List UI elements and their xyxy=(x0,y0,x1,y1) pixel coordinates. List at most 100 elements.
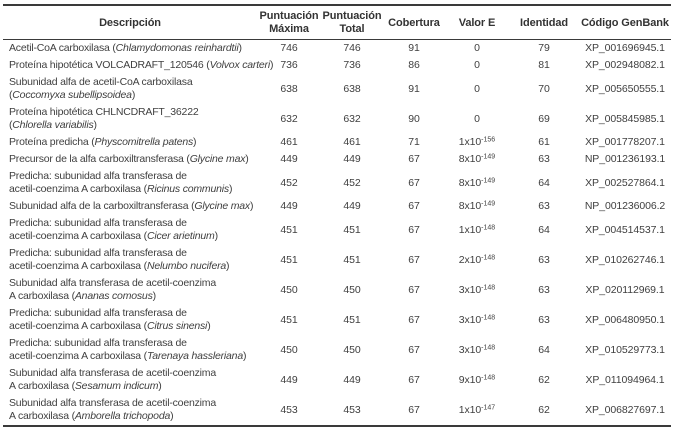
description-cell: Predicha: subunidad alfa transferasa de a… xyxy=(3,215,257,245)
evalue-exponent: -156 xyxy=(481,136,496,144)
table-row: Precursor de la alfa carboxiltransferasa… xyxy=(3,151,671,168)
column-header-puntuacion-total: Puntuación Total xyxy=(321,5,383,40)
table-row: Subunidad alfa transferasa de acetil-coe… xyxy=(3,395,671,426)
max-score-cell: 449 xyxy=(280,200,298,212)
column-header-label: Valor E xyxy=(458,16,496,29)
table-row: Predicha: subunidad alfa transferasa de a… xyxy=(3,305,671,335)
max-score-cell: 449 xyxy=(280,373,298,386)
description-cell: Predicha: subunidad alfa transferasa de a… xyxy=(3,245,257,275)
max-score-cell: 632 xyxy=(280,112,298,125)
description-text: ) xyxy=(193,136,197,148)
column-header-cobertura: Cobertura xyxy=(383,5,445,40)
column-header-descripcion: Descripción xyxy=(3,5,257,40)
column-header-identidad: Identidad xyxy=(509,5,579,40)
identity-cell: 62 xyxy=(538,373,550,386)
description-text: Proteína predicha ( xyxy=(9,136,95,148)
description-text: ) xyxy=(238,42,242,54)
species-name: Cicer arietinum xyxy=(146,230,215,242)
identity-cell: 64 xyxy=(538,176,550,189)
description-text: ) xyxy=(269,59,274,71)
description-text: Acetil-CoA carboxilasa ( xyxy=(9,42,116,54)
description-cell: Subunidad alfa de acetil-CoA carboxilasa… xyxy=(3,74,257,104)
description-text: ) xyxy=(245,153,249,165)
description-text: Predicha: subunidad alfa transferasa de xyxy=(9,170,187,182)
table-row: Subunidad alfa de la carboxiltransferasa… xyxy=(3,198,671,215)
genbank-cell: XP_010529773.1 xyxy=(585,343,665,356)
table-header: Descripción Puntuación Máxima Puntuación Tot… xyxy=(3,5,671,40)
description-text: Subunidad alfa transferasa de acetil-coe… xyxy=(9,367,216,379)
description-text: Precursor de la alfa carboxiltransferasa… xyxy=(9,153,190,165)
column-header-label: Cobertura xyxy=(388,16,440,29)
evalue-cell: 3x10-148 xyxy=(458,313,496,326)
genbank-cell: XP_006827697.1 xyxy=(585,403,665,416)
description-text: Subunidad alfa transferasa de acetil-coe… xyxy=(9,397,216,409)
total-score-cell: 449 xyxy=(343,200,361,212)
description-text: ) xyxy=(170,410,174,422)
evalue-exponent: -148 xyxy=(481,344,496,351)
coverage-cell: 91 xyxy=(408,42,420,54)
evalue-exponent: -148 xyxy=(481,254,496,261)
coverage-cell: 67 xyxy=(408,223,420,236)
species-name: Sesamum indicum xyxy=(74,380,159,392)
description-text: ) xyxy=(249,200,254,212)
description-text: Subunidad alfa de acetil-CoA carboxilasa xyxy=(9,76,193,88)
description-text: acetil-coenzima A carboxilasa ( xyxy=(9,320,147,332)
evalue-cell: 0 xyxy=(474,59,480,71)
coverage-cell: 86 xyxy=(408,59,420,71)
evalue-exponent: -149 xyxy=(481,200,496,208)
description-text: ) xyxy=(131,89,136,101)
identity-cell: 69 xyxy=(538,112,550,125)
description-text: acetil-coenzima A carboxilasa ( xyxy=(9,230,147,242)
table-row: Acetil-CoA carboxilasa (Chlamydomonas re… xyxy=(3,40,671,58)
description-text: ) xyxy=(158,380,162,392)
description-cell: Predicha: subunidad alfa transferasa de a… xyxy=(3,335,257,365)
total-score-cell: 450 xyxy=(343,283,361,296)
total-score-cell: 638 xyxy=(343,82,361,95)
description-cell: Precursor de la alfa carboxiltransferasa… xyxy=(3,151,257,168)
genbank-cell: XP_011094964.1 xyxy=(585,373,665,386)
genbank-cell: XP_006480950.1 xyxy=(585,313,665,326)
genbank-cell: XP_020112969.1 xyxy=(585,283,665,296)
table-row: Predicha: subunidad alfa transferasa de a… xyxy=(3,335,671,365)
evalue-cell: 3x10-148 xyxy=(458,343,496,356)
table-row: Subunidad alfa de acetil-CoA carboxilasa… xyxy=(3,74,671,104)
evalue-exponent: -149 xyxy=(481,177,496,184)
identity-cell: 63 xyxy=(538,283,550,296)
identity-cell: 63 xyxy=(538,153,550,165)
column-header-label: Máxima xyxy=(269,23,309,35)
column-header-label: Descripción xyxy=(99,16,161,29)
description-cell: Proteína predicha (Physcomitrella patens… xyxy=(3,134,257,151)
coverage-cell: 67 xyxy=(408,153,420,165)
identity-cell: 64 xyxy=(538,223,550,236)
species-name: Nelumbo nucifera xyxy=(146,260,227,272)
total-score-cell: 736 xyxy=(343,59,361,71)
description-text: ( xyxy=(9,119,13,131)
max-score-cell: 450 xyxy=(280,343,298,356)
evalue-cell: 1x10-156 xyxy=(458,136,496,148)
species-name: Citrus sinensi xyxy=(146,320,208,332)
total-score-cell: 632 xyxy=(343,112,361,125)
coverage-cell: 90 xyxy=(408,112,420,125)
description-text: acetil-coenzima A carboxilasa ( xyxy=(9,260,147,272)
genbank-cell: XP_002527864.1 xyxy=(585,176,665,189)
max-score-cell: 449 xyxy=(280,153,298,165)
species-name: Chlorella variabilis xyxy=(12,119,94,131)
table-row: Predicha: subunidad alfa transferasa de a… xyxy=(3,168,671,198)
description-cell: Subunidad alfa de la carboxiltransferasa… xyxy=(3,198,257,215)
max-score-cell: 451 xyxy=(280,313,298,326)
table-row: Proteína predicha (Physcomitrella patens… xyxy=(3,134,671,151)
coverage-cell: 91 xyxy=(408,82,420,95)
description-cell: Predicha: subunidad alfa transferasa de a… xyxy=(3,168,257,198)
genbank-cell: XP_010262746.1 xyxy=(585,253,665,266)
total-score-cell: 449 xyxy=(343,373,361,386)
description-cell: Proteína hipotética CHLNCDRAFT_36222 (Chl… xyxy=(3,104,257,134)
total-score-cell: 746 xyxy=(343,42,361,54)
column-header-label: Puntuación xyxy=(322,10,382,22)
description-text: ) xyxy=(207,320,211,332)
description-cell: Subunidad alfa transferasa de acetil-coe… xyxy=(3,395,257,426)
description-text: ) xyxy=(228,183,233,195)
total-score-cell: 449 xyxy=(343,153,361,165)
description-text: Predicha: subunidad alfa transferasa de xyxy=(9,337,187,349)
description-text: ) xyxy=(226,260,230,272)
max-score-cell: 453 xyxy=(280,403,298,416)
